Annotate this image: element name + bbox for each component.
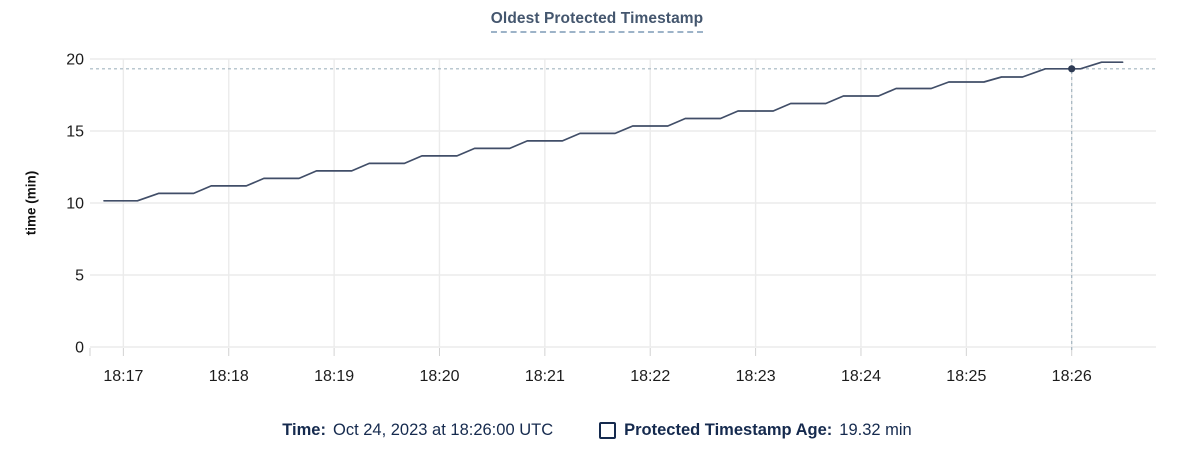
legend-time-label: Time: bbox=[282, 421, 326, 439]
x-tick-label: 18:22 bbox=[630, 368, 670, 385]
legend-time-value: Oct 24, 2023 at 18:26:00 UTC bbox=[332, 421, 554, 439]
legend-series-label[interactable]: Protected Timestamp Age: bbox=[624, 421, 833, 439]
y-tick-label: 0 bbox=[75, 340, 84, 357]
hover-point bbox=[1068, 65, 1076, 73]
x-tick-label: 18:17 bbox=[103, 368, 143, 385]
x-tick-label: 18:21 bbox=[525, 368, 565, 385]
legend-series-value: 19.32 min bbox=[839, 421, 912, 439]
line-chart[interactable]: 0 5 10 15 20 18:17 18:18 18:19 18:20 18:21 18:22 18… bbox=[0, 0, 1194, 400]
y-tick-label: 5 bbox=[75, 268, 84, 285]
x-tick-label: 18:23 bbox=[736, 368, 776, 385]
y-tick-label: 10 bbox=[66, 196, 84, 213]
series-line bbox=[103, 61, 1124, 202]
series-checkbox[interactable] bbox=[599, 422, 617, 439]
x-tick-label: 18:25 bbox=[946, 368, 986, 385]
plot-area[interactable] bbox=[90, 59, 1156, 347]
x-tick-label: 18:19 bbox=[314, 368, 354, 385]
y-tick-label: 15 bbox=[66, 124, 84, 141]
x-tick-label: 18:20 bbox=[419, 368, 459, 385]
x-tick-label: 18:24 bbox=[841, 368, 881, 385]
chart-legend: Time: Oct 24, 2023 at 18:26:00 UTC Prote… bbox=[0, 421, 1194, 440]
x-tick-label: 18:18 bbox=[209, 368, 249, 385]
x-tick-label: 18:26 bbox=[1052, 368, 1092, 385]
y-tick-label: 20 bbox=[66, 52, 84, 69]
